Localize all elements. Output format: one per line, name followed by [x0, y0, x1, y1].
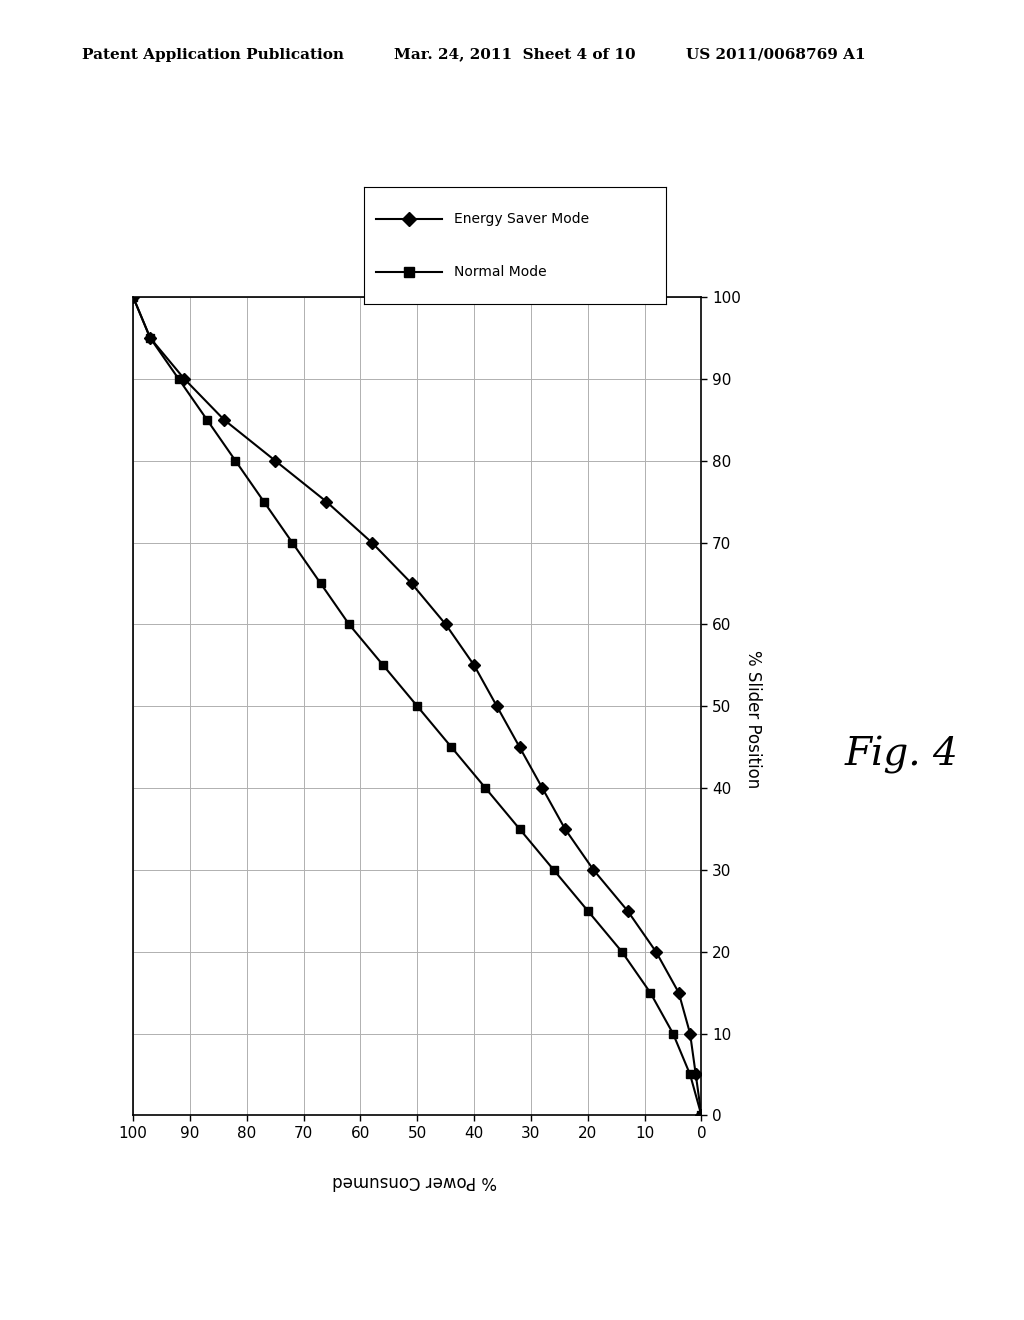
Normal Mode	[644, 985, 656, 1001]
Normal Mode	[229, 453, 242, 469]
Energy Saver Mode	[269, 453, 282, 469]
Line: Energy Saver Mode: Energy Saver Mode	[129, 293, 706, 1119]
Energy Saver Mode	[588, 862, 600, 878]
Normal Mode	[127, 289, 139, 305]
Energy Saver Mode	[622, 903, 634, 919]
Text: Normal Mode: Normal Mode	[454, 265, 547, 280]
Energy Saver Mode	[650, 944, 663, 960]
Normal Mode	[343, 616, 355, 632]
Energy Saver Mode	[513, 739, 525, 755]
Normal Mode	[314, 576, 327, 591]
Text: % Slider Position: % Slider Position	[743, 651, 762, 788]
Energy Saver Mode	[127, 289, 139, 305]
Energy Saver Mode	[366, 535, 378, 550]
Energy Saver Mode	[468, 657, 480, 673]
Normal Mode	[286, 535, 298, 550]
Text: % Power Consumed: % Power Consumed	[332, 1172, 498, 1191]
Text: Mar. 24, 2011  Sheet 4 of 10: Mar. 24, 2011 Sheet 4 of 10	[394, 48, 636, 62]
Text: Patent Application Publication: Patent Application Publication	[82, 48, 344, 62]
Energy Saver Mode	[321, 494, 333, 510]
Energy Saver Mode	[695, 1107, 708, 1123]
Normal Mode	[144, 330, 157, 346]
Normal Mode	[513, 821, 525, 837]
Normal Mode	[615, 944, 628, 960]
Energy Saver Mode	[689, 1067, 701, 1082]
Normal Mode	[548, 862, 560, 878]
Normal Mode	[684, 1067, 696, 1082]
Energy Saver Mode	[406, 576, 418, 591]
Normal Mode	[377, 657, 389, 673]
Text: Energy Saver Mode: Energy Saver Mode	[454, 211, 589, 226]
Energy Saver Mode	[673, 985, 685, 1001]
Normal Mode	[479, 780, 492, 796]
Energy Saver Mode	[218, 412, 230, 428]
Normal Mode	[412, 698, 424, 714]
Normal Mode	[172, 371, 184, 387]
Energy Saver Mode	[439, 616, 452, 632]
Text: US 2011/0068769 A1: US 2011/0068769 A1	[686, 48, 865, 62]
Line: Normal Mode: Normal Mode	[129, 293, 706, 1119]
Normal Mode	[667, 1026, 679, 1041]
Energy Saver Mode	[144, 330, 157, 346]
Normal Mode	[445, 739, 458, 755]
Normal Mode	[695, 1107, 708, 1123]
Energy Saver Mode	[684, 1026, 696, 1041]
Normal Mode	[582, 903, 594, 919]
Energy Saver Mode	[537, 780, 549, 796]
Normal Mode	[258, 494, 270, 510]
Energy Saver Mode	[559, 821, 571, 837]
Energy Saver Mode	[490, 698, 503, 714]
Text: Fig. 4: Fig. 4	[845, 737, 958, 774]
Energy Saver Mode	[178, 371, 190, 387]
Normal Mode	[201, 412, 213, 428]
